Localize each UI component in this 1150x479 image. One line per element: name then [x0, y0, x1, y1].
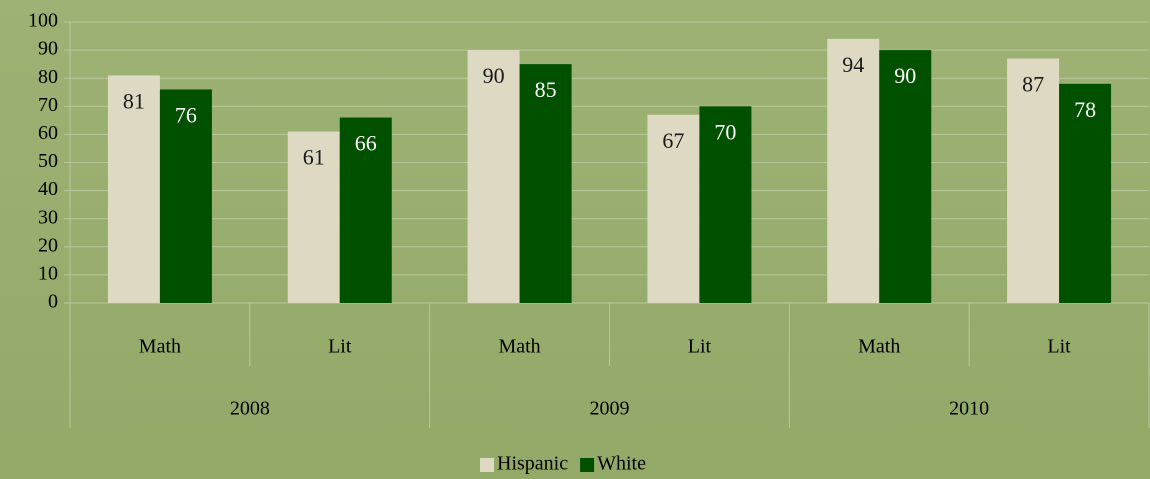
x-group-label: 2010 [949, 398, 989, 420]
data-label: 78 [1074, 97, 1096, 122]
y-tick-label: 20 [38, 234, 58, 256]
data-label: 87 [1022, 72, 1044, 97]
bar [1059, 83, 1112, 303]
legend-label: White [597, 453, 646, 475]
y-tick-label: 40 [38, 178, 58, 200]
data-label: 90 [894, 63, 916, 88]
x-tick-label: Lit [1047, 336, 1071, 358]
bar [827, 38, 880, 304]
bar [467, 50, 520, 303]
y-tick-label: 80 [38, 66, 58, 88]
y-tick-label: 0 [48, 291, 58, 313]
y-tick-label: 30 [38, 206, 58, 228]
bar [159, 89, 212, 303]
bar [699, 106, 752, 303]
y-tick-label: 50 [38, 150, 58, 172]
bar [519, 64, 572, 304]
bar [879, 50, 932, 303]
bar [1007, 58, 1060, 303]
y-tick-label: 60 [38, 122, 58, 144]
y-tick-label: 10 [38, 262, 58, 284]
x-tick-label: Math [498, 336, 540, 358]
bar [107, 75, 160, 303]
x-group-label: 2009 [590, 398, 630, 420]
data-label: 67 [662, 128, 684, 153]
data-label: 76 [175, 102, 197, 127]
x-tick-label: Math [139, 336, 181, 358]
data-label: 70 [714, 119, 736, 144]
bar [647, 114, 700, 303]
data-label: 94 [842, 52, 864, 77]
bar [287, 131, 340, 303]
x-tick-label: Math [858, 336, 900, 358]
y-tick-label: 100 [28, 10, 58, 32]
legend-swatch [480, 458, 494, 472]
data-label: 66 [355, 131, 377, 156]
legend-label: Hispanic [497, 453, 568, 475]
x-tick-label: Lit [688, 336, 712, 358]
y-tick-label: 70 [38, 94, 58, 116]
x-tick-label: Lit [328, 336, 352, 358]
x-group-label: 2008 [230, 398, 270, 420]
data-label: 85 [535, 77, 557, 102]
y-tick-label: 90 [38, 38, 58, 60]
legend-swatch [580, 458, 595, 472]
data-label: 90 [483, 63, 505, 88]
data-label: 61 [303, 145, 325, 170]
data-label: 81 [123, 88, 145, 113]
bar [339, 117, 392, 303]
